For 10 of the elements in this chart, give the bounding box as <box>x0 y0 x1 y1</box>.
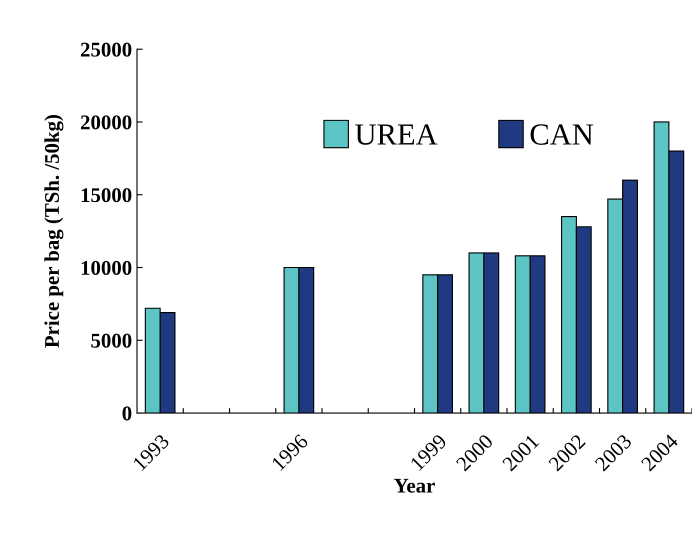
y-tick-label: 25000 <box>80 42 132 57</box>
y-tick-label: 15000 <box>82 188 132 202</box>
y-tick-label: 20000 <box>80 115 132 130</box>
legend-label: UREA <box>355 124 438 145</box>
y-axis-title: Price per bag (TSh. /50kg) <box>44 115 64 348</box>
y-tick-label: 5000 <box>91 334 132 348</box>
legend-label: CAN <box>530 124 594 145</box>
y-tick-label: 10000 <box>82 260 132 275</box>
x-axis-title: Year <box>394 478 435 493</box>
y-tick-label: 0 <box>122 406 132 420</box>
